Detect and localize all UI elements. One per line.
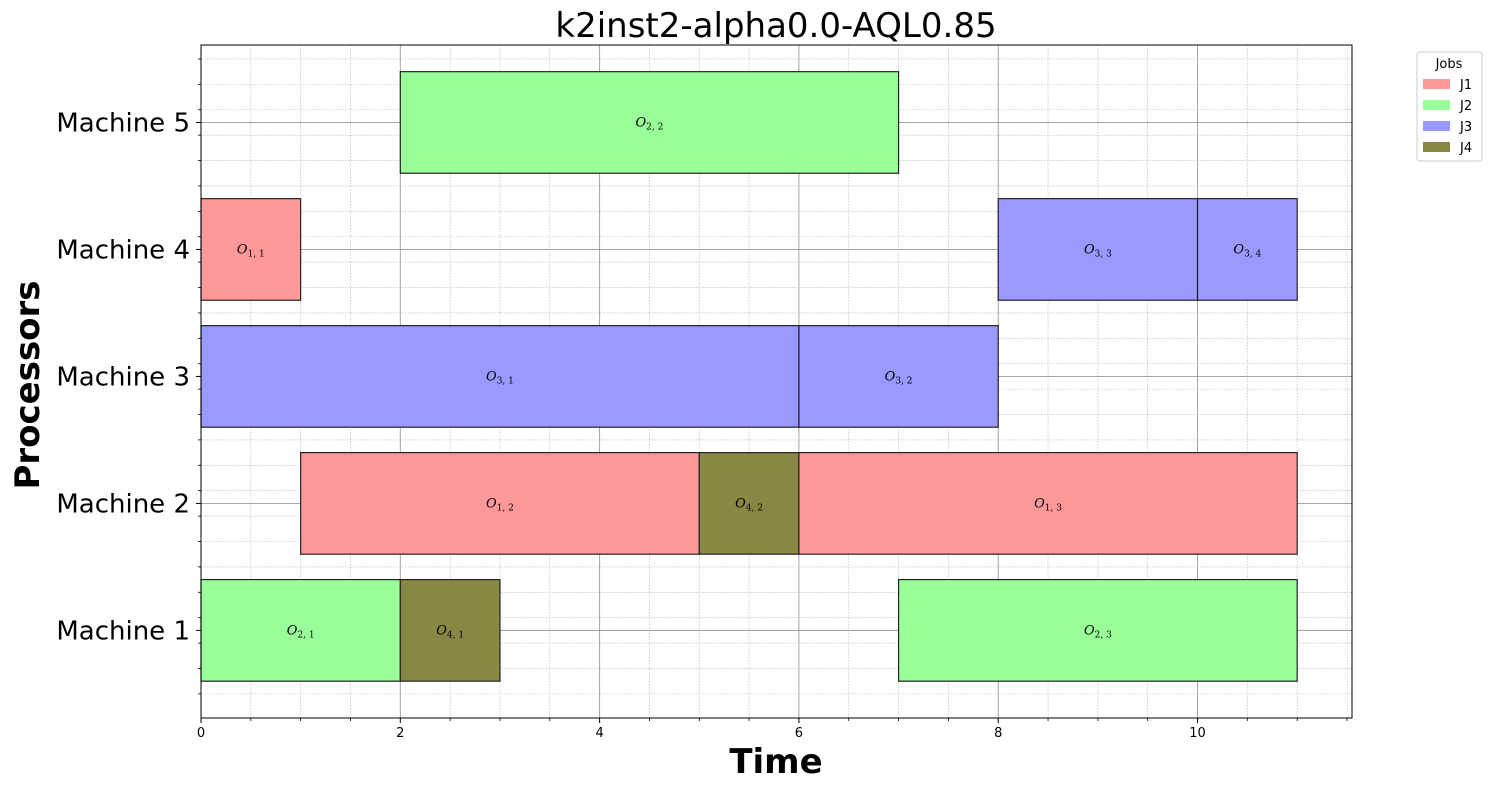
- x-tick-label: 10: [1189, 726, 1206, 741]
- x-tick-label: 2: [396, 726, 404, 741]
- plot-frame: [200, 44, 1353, 719]
- x-tick-label: 8: [994, 726, 1002, 741]
- legend-label: J1: [1459, 78, 1472, 93]
- legend-swatch: [1423, 142, 1450, 152]
- bars: O2, 2O1, 1 O3, 3 O3, 4O3, 1 O3, 2O1, 2 O4, 2…: [200, 71, 1298, 682]
- y-tick-label: Machine 3: [56, 362, 190, 392]
- x-tick-label: 0: [197, 726, 205, 741]
- legend-entries: J1 J2 J3 J4: [1423, 78, 1472, 156]
- task-bar: [200, 325, 800, 428]
- legend-label: J4: [1459, 141, 1472, 156]
- ticks: 0 2 4 6 8 10 Machine 1 Machine 2 Machine 3 Machin…: [56, 58, 1348, 741]
- task-bar: [200, 198, 302, 301]
- legend-label: J3: [1459, 120, 1472, 135]
- x-axis-label: Time: [729, 742, 822, 782]
- y-tick-label: Machine 2: [56, 489, 190, 519]
- y-tick-label: Machine 1: [56, 616, 190, 646]
- legend-swatch: [1423, 79, 1450, 89]
- task-bar: [1196, 198, 1298, 301]
- legend-label: J2: [1459, 99, 1472, 114]
- y-tick-label: Machine 4: [56, 235, 190, 265]
- task-bar: [399, 71, 900, 174]
- legend-swatch: [1423, 100, 1450, 110]
- x-tick-label: 4: [595, 726, 603, 741]
- task-bar: [399, 578, 501, 682]
- legend: Jobs J1 J2 J3 J4: [1416, 51, 1483, 162]
- x-tick-label: 6: [795, 726, 803, 741]
- legend-swatch: [1423, 121, 1450, 131]
- y-tick-label: Machine 5: [56, 108, 190, 138]
- task-bar: [798, 452, 1298, 555]
- task-bar: [997, 198, 1199, 301]
- legend-title: Jobs: [1435, 57, 1463, 72]
- task-bar: [698, 452, 800, 555]
- task-bar: [798, 325, 999, 428]
- y-axis-label: Processors: [8, 280, 48, 489]
- task-bar: [300, 452, 700, 555]
- chart-title: k2inst2-alpha0.0-AQL0.85: [555, 6, 996, 46]
- task-bar: [897, 578, 1298, 682]
